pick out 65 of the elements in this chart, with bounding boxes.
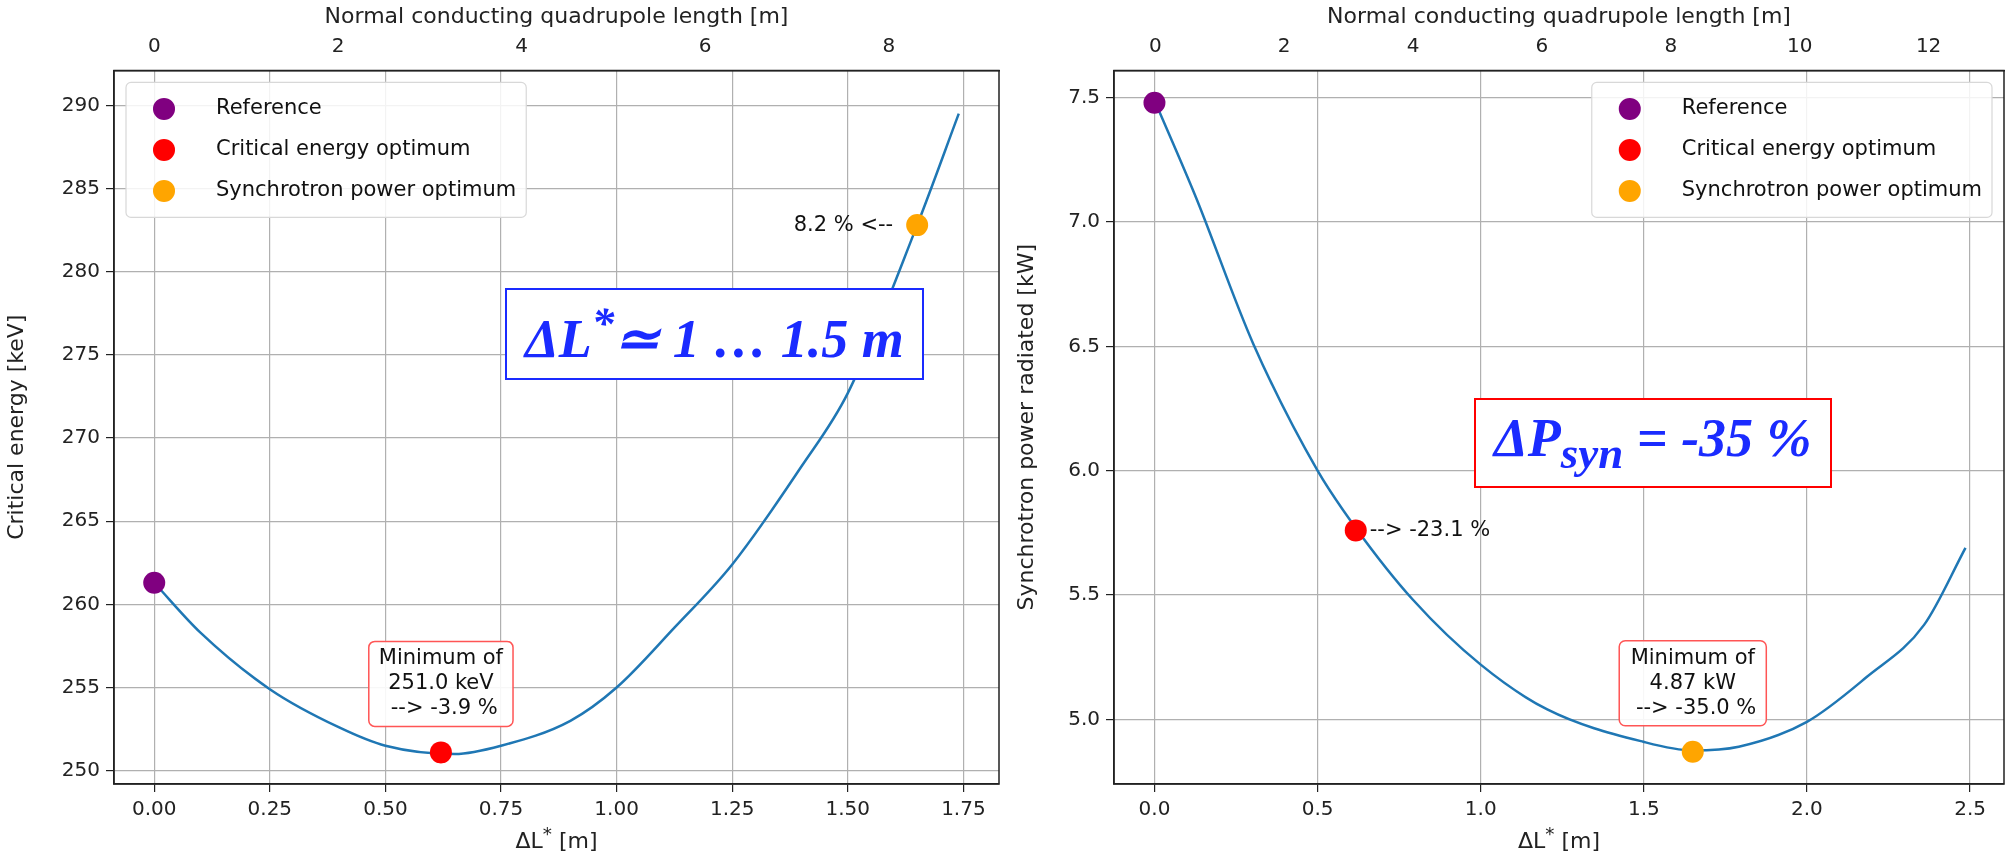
y-tick-label: 6.0 [1068, 456, 1100, 481]
annotation: ΔP$_{syn}$ = -35 % [1474, 398, 1832, 488]
y-tick-label: 255 [61, 673, 100, 698]
legend-label: Reference [1681, 95, 1788, 120]
x2-tick-label: 2 [331, 32, 345, 57]
x-axis-title: ΔL$^{*}$ [m] [515, 823, 598, 854]
annotation: Minimum of 4.87 kW --> -35.0 % [1629, 644, 1757, 719]
legend-label: Reference [216, 95, 322, 120]
x-tick-label: 1.00 [594, 796, 639, 821]
x-tick-label: 0.5 [1301, 796, 1334, 821]
y-tick-label: 7.5 [1068, 83, 1100, 108]
x-tick-label: 1.0 [1464, 796, 1497, 821]
y-tick-label: 5.0 [1068, 705, 1100, 730]
x2-axis-title: Normal conducting quadrupole length [m] [1327, 2, 1791, 28]
x-tick-label: 1.5 [1627, 796, 1660, 821]
y-tick-label: 285 [61, 174, 100, 199]
x-tick-label: 2.5 [1954, 796, 1986, 821]
point [429, 741, 452, 764]
point [143, 571, 166, 594]
legend-label: Synchrotron power optimum [1681, 177, 1982, 202]
annotation: Minimum of 251.0 keV --> -3.9 % [378, 645, 504, 720]
x2-tick-label: 8 [1664, 32, 1678, 57]
y-tick-label: 7.0 [1068, 208, 1100, 233]
y-tick-label: 265 [61, 507, 100, 532]
y-axis-title: Critical energy [keV] [2, 314, 28, 540]
y-tick-label: 5.5 [1068, 581, 1100, 606]
y-tick-label: 290 [61, 91, 100, 116]
x2-tick-label: 0 [148, 32, 161, 57]
x2-tick-label: 10 [1786, 32, 1813, 57]
x-tick-label: 1.50 [825, 796, 871, 821]
x-tick-label: 0.00 [131, 796, 177, 821]
x2-tick-label: 4 [1406, 32, 1420, 57]
x-tick-label: 0.0 [1138, 796, 1171, 821]
point [1681, 740, 1704, 763]
x-tick-label: 1.75 [941, 796, 986, 821]
x2-tick-label: 4 [515, 32, 528, 57]
annotation: ΔL$^{*}$≃ 1 … 1.5 m [505, 288, 924, 380]
y-tick-label: 280 [61, 257, 100, 282]
x2-tick-label: 6 [1535, 32, 1549, 57]
y-tick-label: 6.5 [1068, 332, 1100, 357]
point [906, 214, 929, 237]
x-tick-label: 0.50 [363, 796, 408, 821]
x-tick-label: 0.25 [247, 796, 293, 821]
legend-label: Critical energy optimum [1681, 136, 1937, 161]
y-tick-label: 260 [61, 590, 100, 615]
x-tick-label: 2.0 [1791, 796, 1823, 821]
x-axis-title: ΔL$^{*}$ [m] [1517, 823, 1601, 854]
x2-tick-label: 6 [698, 32, 712, 57]
point [1344, 519, 1367, 542]
y-axis-title: Synchrotron power radiated [kW] [1012, 243, 1038, 611]
x2-tick-label: 12 [1915, 32, 1942, 57]
x2-tick-label: 2 [1277, 32, 1291, 57]
y-tick-label: 275 [61, 341, 100, 366]
x-tick-label: 0.75 [478, 796, 524, 821]
annotation: 8.2 % <-- [793, 211, 894, 236]
x2-tick-label: 0 [1148, 32, 1162, 57]
point [1143, 91, 1166, 114]
x2-axis-title: Normal conducting quadrupole length [m] [324, 2, 789, 28]
x2-tick-label: 8 [882, 32, 896, 57]
annotation: --> -23.1 % [1369, 516, 1491, 541]
y-tick-label: 270 [61, 424, 100, 449]
legend-label: Critical energy optimum [216, 136, 471, 161]
y-tick-label: 250 [61, 756, 100, 781]
legend-label: Synchrotron power optimum [216, 177, 517, 202]
x-tick-label: 1.25 [709, 796, 755, 821]
